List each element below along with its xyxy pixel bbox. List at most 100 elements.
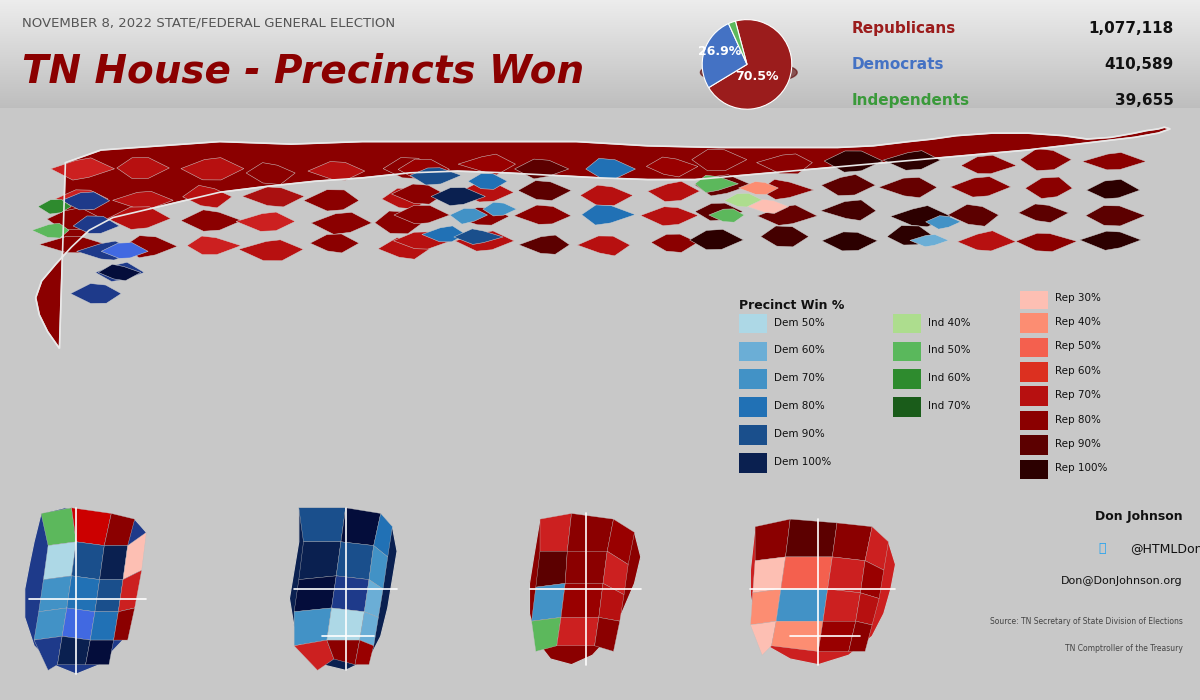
Polygon shape bbox=[761, 226, 809, 247]
Text: 🐦: 🐦 bbox=[1098, 542, 1105, 555]
Polygon shape bbox=[43, 542, 77, 580]
Text: Ind 50%: Ind 50% bbox=[929, 345, 971, 356]
Polygon shape bbox=[308, 162, 365, 181]
Polygon shape bbox=[116, 158, 169, 178]
Polygon shape bbox=[577, 236, 630, 256]
Polygon shape bbox=[77, 241, 138, 260]
Text: Dem 50%: Dem 50% bbox=[774, 318, 824, 328]
Text: 39,655: 39,655 bbox=[1115, 92, 1174, 108]
Bar bbox=[739, 398, 767, 417]
Polygon shape bbox=[821, 200, 876, 220]
Text: TN Comptroller of the Treasury: TN Comptroller of the Treasury bbox=[1064, 644, 1183, 653]
Polygon shape bbox=[695, 203, 743, 220]
Polygon shape bbox=[910, 234, 949, 247]
Polygon shape bbox=[595, 617, 619, 652]
Polygon shape bbox=[760, 179, 814, 200]
Bar bbox=[1020, 435, 1048, 455]
Polygon shape bbox=[72, 508, 112, 545]
Polygon shape bbox=[187, 236, 241, 255]
Text: Democrats: Democrats bbox=[852, 57, 944, 72]
Polygon shape bbox=[599, 583, 624, 621]
Polygon shape bbox=[454, 229, 503, 244]
Polygon shape bbox=[821, 174, 876, 195]
Polygon shape bbox=[458, 154, 516, 175]
Polygon shape bbox=[890, 206, 952, 227]
Polygon shape bbox=[580, 185, 634, 206]
Polygon shape bbox=[181, 210, 242, 231]
Polygon shape bbox=[58, 636, 90, 665]
Text: TN House - Precincts Won: TN House - Precincts Won bbox=[22, 52, 583, 90]
Polygon shape bbox=[38, 576, 72, 612]
Text: Independents: Independents bbox=[852, 92, 970, 108]
Polygon shape bbox=[124, 236, 178, 258]
Polygon shape bbox=[431, 188, 485, 206]
Polygon shape bbox=[647, 157, 698, 177]
Polygon shape bbox=[648, 181, 700, 202]
Polygon shape bbox=[652, 234, 698, 253]
Polygon shape bbox=[532, 583, 565, 621]
Text: Dem 60%: Dem 60% bbox=[774, 345, 824, 356]
Polygon shape bbox=[383, 158, 433, 178]
Text: 1,077,118: 1,077,118 bbox=[1088, 21, 1174, 36]
Bar bbox=[1020, 362, 1048, 382]
Text: @HTMLDon: @HTMLDon bbox=[1130, 542, 1200, 555]
Text: 26.9%: 26.9% bbox=[697, 46, 740, 58]
Polygon shape bbox=[355, 640, 373, 665]
Text: NOVEMBER 8, 2022 STATE/FEDERAL GENERAL ELECTION: NOVEMBER 8, 2022 STATE/FEDERAL GENERAL E… bbox=[22, 16, 395, 29]
Text: Source: TN Secretary of State Division of Elections: Source: TN Secretary of State Division o… bbox=[990, 617, 1183, 626]
Polygon shape bbox=[695, 175, 752, 196]
Polygon shape bbox=[562, 583, 604, 617]
Polygon shape bbox=[532, 617, 562, 652]
Polygon shape bbox=[242, 187, 305, 207]
Polygon shape bbox=[724, 193, 763, 207]
Text: Rep 70%: Rep 70% bbox=[1055, 390, 1100, 400]
Polygon shape bbox=[515, 159, 569, 179]
Polygon shape bbox=[378, 237, 430, 259]
Polygon shape bbox=[450, 209, 487, 224]
Polygon shape bbox=[925, 216, 961, 229]
Polygon shape bbox=[757, 205, 817, 225]
Polygon shape bbox=[948, 204, 998, 226]
Polygon shape bbox=[1086, 179, 1140, 199]
Polygon shape bbox=[34, 636, 62, 671]
Wedge shape bbox=[728, 21, 748, 64]
Polygon shape bbox=[518, 181, 571, 200]
Text: 410,589: 410,589 bbox=[1104, 57, 1174, 72]
Bar bbox=[893, 398, 922, 417]
Text: 70.5%: 70.5% bbox=[736, 71, 779, 83]
Polygon shape bbox=[50, 158, 114, 180]
Polygon shape bbox=[1082, 153, 1146, 170]
Polygon shape bbox=[786, 519, 838, 557]
Wedge shape bbox=[702, 24, 748, 88]
Text: Rep 80%: Rep 80% bbox=[1055, 414, 1100, 425]
Bar bbox=[1020, 337, 1048, 357]
Polygon shape bbox=[482, 202, 517, 216]
Polygon shape bbox=[114, 608, 134, 640]
Polygon shape bbox=[822, 232, 877, 251]
Polygon shape bbox=[124, 532, 146, 580]
Polygon shape bbox=[73, 216, 119, 233]
Polygon shape bbox=[410, 168, 461, 185]
Polygon shape bbox=[239, 240, 304, 261]
Text: Don Johnson: Don Johnson bbox=[1094, 510, 1183, 523]
Polygon shape bbox=[360, 612, 378, 645]
Polygon shape bbox=[398, 159, 450, 179]
Polygon shape bbox=[95, 580, 124, 612]
Polygon shape bbox=[540, 513, 571, 552]
Polygon shape bbox=[586, 158, 636, 178]
Polygon shape bbox=[289, 508, 397, 671]
Polygon shape bbox=[750, 519, 895, 665]
Polygon shape bbox=[294, 640, 334, 671]
Polygon shape bbox=[750, 621, 776, 655]
Bar bbox=[1020, 314, 1048, 333]
Bar bbox=[739, 370, 767, 389]
Bar bbox=[1020, 411, 1048, 430]
Polygon shape bbox=[34, 608, 67, 640]
Text: Rep 40%: Rep 40% bbox=[1055, 317, 1100, 327]
Polygon shape bbox=[865, 526, 888, 570]
Polygon shape bbox=[32, 223, 68, 238]
Polygon shape bbox=[823, 589, 860, 621]
Polygon shape bbox=[373, 513, 392, 557]
Polygon shape bbox=[950, 176, 1010, 197]
Polygon shape bbox=[695, 175, 738, 192]
